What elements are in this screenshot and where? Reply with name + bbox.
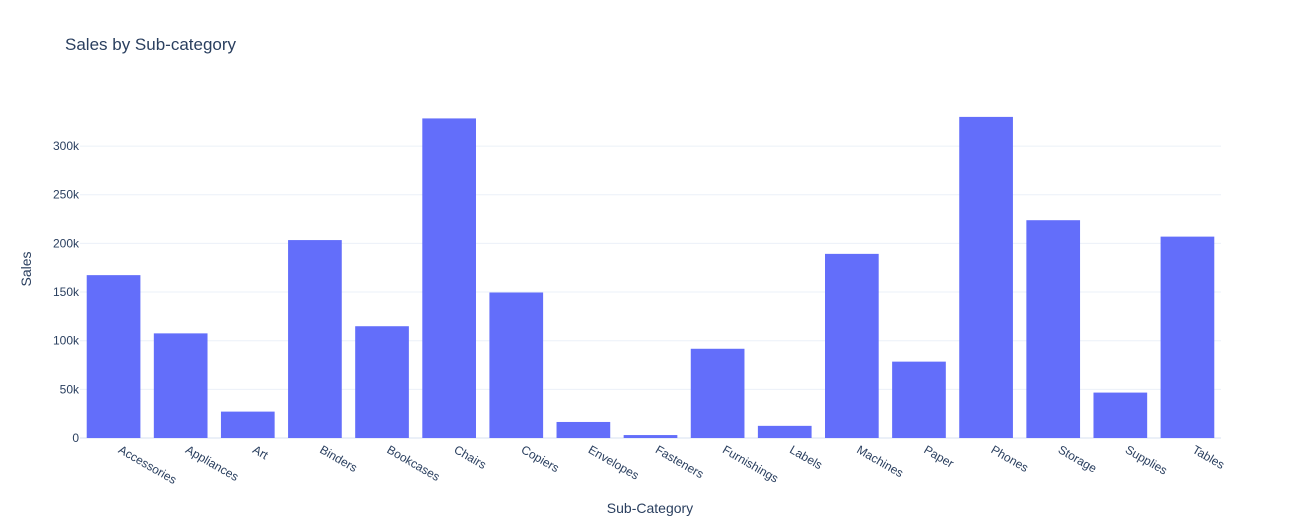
y-tick-label: 50k [60, 382, 80, 396]
x-tick-label: Art [250, 442, 271, 462]
bar-accessories[interactable] [86, 275, 141, 438]
bar-chairs[interactable] [422, 118, 476, 439]
bar-copiers[interactable] [489, 292, 544, 438]
y-tick-labels: 0 50k 100k 150k 200k 250k 300k [53, 139, 80, 445]
bar-storage[interactable] [1026, 220, 1081, 438]
bar-art[interactable] [220, 411, 275, 438]
bar-binders[interactable] [288, 240, 342, 438]
y-tick-label: 0 [72, 431, 79, 445]
bar-appliances[interactable] [153, 333, 208, 438]
bar-furnishings[interactable] [690, 348, 745, 438]
bar-labels[interactable] [757, 425, 812, 438]
y-tick-label: 150k [53, 285, 80, 299]
x-axis-title: Sub-Category [607, 500, 693, 516]
y-tick-label: 100k [53, 334, 80, 348]
bar-supplies[interactable] [1093, 392, 1148, 438]
y-tick-label: 300k [53, 139, 80, 153]
bar-paper[interactable] [892, 361, 946, 438]
bar-phones[interactable] [959, 116, 1013, 438]
bars [86, 116, 1215, 439]
bar-fasteners[interactable] [623, 435, 678, 438]
chart-title: Sales by Sub-category [65, 35, 237, 54]
y-tick-label: 250k [53, 188, 80, 202]
bar-tables[interactable] [1160, 236, 1215, 438]
bar-machines[interactable] [825, 253, 879, 438]
bar-bookcases[interactable] [355, 326, 409, 438]
y-tick-label: 200k [53, 236, 80, 250]
y-axis-title: Sales [18, 251, 34, 286]
bar-envelopes[interactable] [556, 421, 611, 438]
